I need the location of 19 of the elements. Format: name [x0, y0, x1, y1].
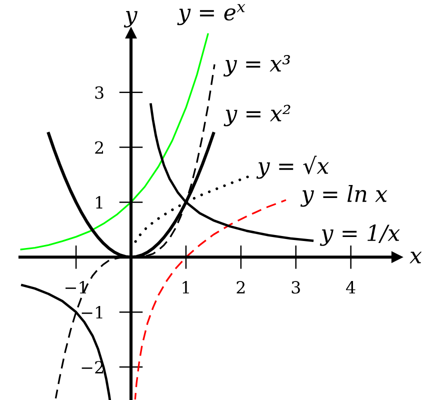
y-tick-label: 2: [95, 141, 103, 154]
line-series: [20, 33, 209, 250]
x-tick-label: −1: [66, 281, 86, 294]
x-tick-label: 4: [346, 281, 356, 294]
series-label: y = x²: [224, 104, 290, 126]
series-label: y = ln x: [300, 184, 388, 207]
series-label: y = 1/x: [320, 224, 400, 246]
y-tick-label: 3: [95, 86, 104, 99]
y-axis-title: y: [124, 10, 138, 28]
x-tick-label: 1: [182, 281, 189, 294]
series-label: y = x³: [223, 55, 290, 76]
series-label: y = √x: [256, 156, 329, 179]
y-tick-label: −1: [82, 306, 102, 318]
x-tick-label: 3: [292, 281, 300, 294]
x-tick-label: 2: [236, 281, 245, 294]
line-series: [134, 199, 287, 400]
y-tick-label: 1: [96, 196, 102, 209]
x-axis-title: x: [410, 252, 422, 264]
series-label: y = e$^{x}$: [177, 4, 246, 26]
